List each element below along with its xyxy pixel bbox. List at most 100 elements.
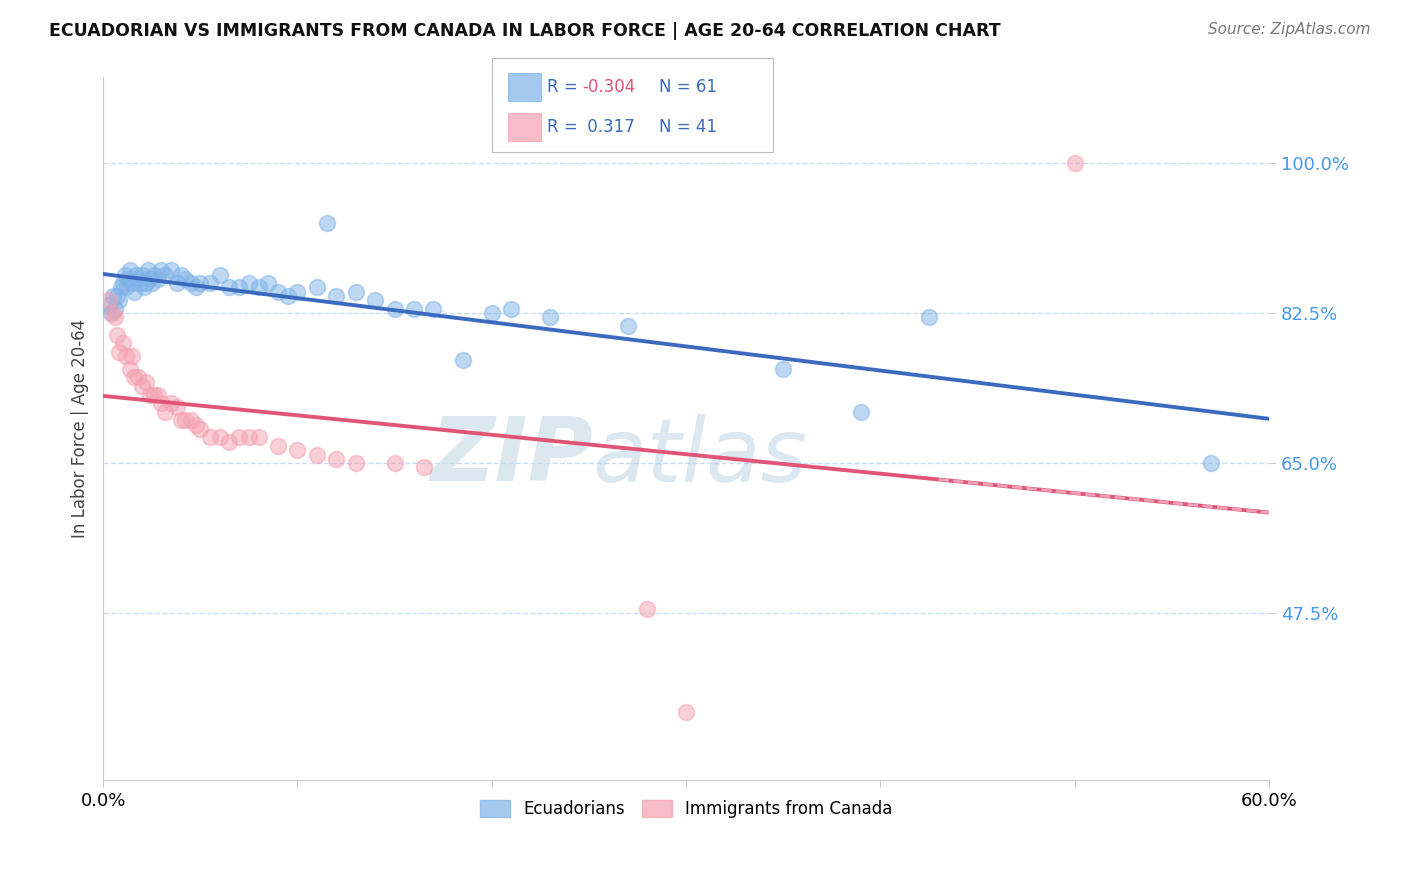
Point bbox=[146, 272, 169, 286]
Point bbox=[198, 276, 221, 290]
Point bbox=[218, 280, 240, 294]
Point bbox=[115, 280, 138, 294]
Point bbox=[127, 370, 149, 384]
Point bbox=[451, 353, 474, 368]
Point bbox=[110, 280, 132, 294]
Point bbox=[155, 268, 177, 282]
Point bbox=[111, 336, 134, 351]
Point bbox=[101, 306, 124, 320]
Text: 0.317: 0.317 bbox=[582, 118, 636, 136]
Point bbox=[325, 451, 347, 466]
Point bbox=[208, 430, 231, 444]
Point bbox=[114, 268, 136, 282]
Point bbox=[344, 285, 367, 299]
Point bbox=[849, 405, 872, 419]
Point bbox=[918, 310, 941, 325]
Point bbox=[131, 379, 153, 393]
Point bbox=[97, 293, 120, 308]
Point bbox=[97, 297, 120, 311]
Point bbox=[305, 448, 328, 462]
Point bbox=[305, 280, 328, 294]
Text: R =: R = bbox=[547, 118, 583, 136]
Point bbox=[277, 289, 299, 303]
Point bbox=[107, 293, 129, 308]
Point bbox=[1199, 456, 1222, 470]
Point bbox=[122, 370, 145, 384]
Point bbox=[121, 349, 143, 363]
Point bbox=[267, 285, 290, 299]
Point bbox=[111, 276, 134, 290]
Point bbox=[101, 289, 124, 303]
Point bbox=[166, 401, 188, 415]
Point bbox=[166, 276, 188, 290]
Point bbox=[135, 375, 157, 389]
Point bbox=[287, 285, 309, 299]
Point bbox=[104, 301, 127, 316]
Point bbox=[129, 276, 152, 290]
Point bbox=[267, 439, 290, 453]
Point bbox=[325, 289, 347, 303]
Point bbox=[173, 413, 195, 427]
Point bbox=[238, 276, 260, 290]
Text: ECUADORIAN VS IMMIGRANTS FROM CANADA IN LABOR FORCE | AGE 20-64 CORRELATION CHAR: ECUADORIAN VS IMMIGRANTS FROM CANADA IN … bbox=[49, 22, 1001, 40]
Point bbox=[142, 387, 165, 401]
Point bbox=[218, 434, 240, 449]
Point bbox=[228, 280, 250, 294]
Point bbox=[384, 301, 406, 316]
Point bbox=[238, 430, 260, 444]
Point bbox=[257, 276, 280, 290]
Point bbox=[412, 460, 434, 475]
Point bbox=[228, 430, 250, 444]
Point bbox=[105, 327, 128, 342]
Point bbox=[127, 272, 149, 286]
Point bbox=[402, 301, 425, 316]
Point bbox=[132, 280, 155, 294]
Point bbox=[481, 306, 503, 320]
Point bbox=[122, 285, 145, 299]
Text: N = 41: N = 41 bbox=[659, 118, 717, 136]
Point bbox=[139, 387, 162, 401]
Y-axis label: In Labor Force | Age 20-64: In Labor Force | Age 20-64 bbox=[72, 319, 89, 539]
Point bbox=[1063, 156, 1085, 170]
Point bbox=[100, 306, 122, 320]
Point bbox=[170, 268, 193, 282]
Text: ZIP: ZIP bbox=[430, 414, 593, 500]
Point bbox=[160, 263, 183, 277]
Point bbox=[155, 405, 177, 419]
Point bbox=[180, 276, 202, 290]
Point bbox=[107, 344, 129, 359]
Point bbox=[188, 422, 211, 436]
Point bbox=[139, 272, 162, 286]
Point bbox=[146, 387, 169, 401]
Point bbox=[125, 268, 148, 282]
Point bbox=[315, 216, 337, 230]
Text: R =: R = bbox=[547, 78, 583, 96]
Point bbox=[180, 413, 202, 427]
Point bbox=[120, 263, 142, 277]
Point bbox=[384, 456, 406, 470]
Point bbox=[198, 430, 221, 444]
Text: N = 61: N = 61 bbox=[659, 78, 717, 96]
Point bbox=[247, 430, 270, 444]
Point bbox=[141, 276, 163, 290]
Point bbox=[772, 362, 794, 376]
Point bbox=[287, 443, 309, 458]
Point bbox=[160, 396, 183, 410]
Text: -0.304: -0.304 bbox=[582, 78, 636, 96]
Point bbox=[105, 289, 128, 303]
Point bbox=[131, 268, 153, 282]
Point bbox=[422, 301, 444, 316]
Point bbox=[120, 362, 142, 376]
Point bbox=[117, 272, 139, 286]
Point bbox=[104, 310, 127, 325]
Point bbox=[170, 413, 193, 427]
Legend: Ecuadorians, Immigrants from Canada: Ecuadorians, Immigrants from Canada bbox=[474, 793, 898, 825]
Point bbox=[115, 349, 138, 363]
Point bbox=[208, 268, 231, 282]
Point bbox=[136, 263, 159, 277]
Point bbox=[150, 263, 173, 277]
Point bbox=[501, 301, 523, 316]
Point bbox=[121, 276, 143, 290]
Point bbox=[344, 456, 367, 470]
Point bbox=[142, 268, 165, 282]
